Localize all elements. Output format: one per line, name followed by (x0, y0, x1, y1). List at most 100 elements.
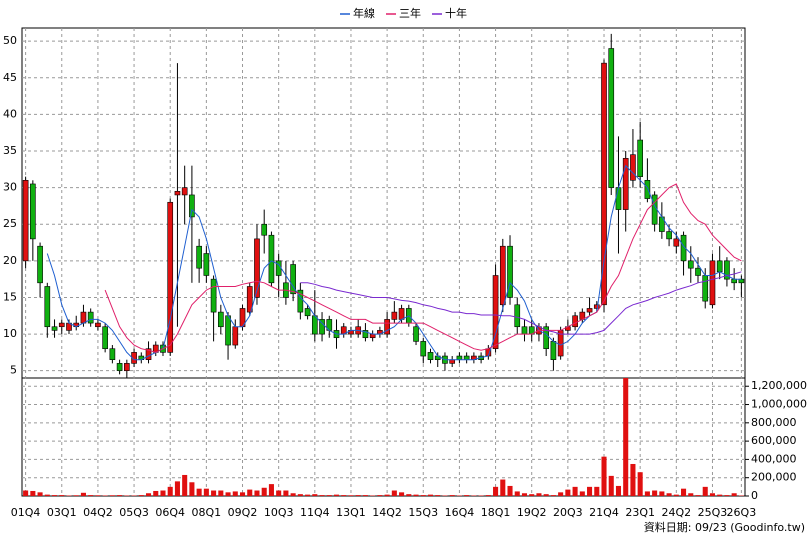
volume-bar (30, 490, 36, 496)
volume-bar (189, 482, 195, 496)
y2-tick-label: 200,000 (751, 471, 797, 484)
volume-bar (160, 490, 166, 496)
candle-body (217, 311, 224, 328)
x-tick-label: 21Q4 (589, 506, 619, 519)
volume-bar (44, 494, 50, 496)
volume-bar (427, 494, 434, 496)
volume-bar (652, 490, 658, 496)
candle-body (131, 352, 137, 364)
volume-bar (225, 492, 231, 496)
candle-body (181, 187, 188, 196)
volume-bar (493, 486, 499, 496)
volume-bar (550, 495, 556, 496)
volume-bar (218, 490, 224, 496)
candle-body (666, 231, 672, 240)
candle-body (261, 223, 268, 236)
candle-body (391, 311, 398, 320)
volume-bar (507, 485, 513, 496)
volume-bar (435, 495, 441, 496)
volume-bar (688, 493, 694, 496)
volume-bar (232, 491, 238, 496)
x-tick-label: 16Q4 (445, 506, 475, 519)
candle-body (413, 326, 419, 342)
candle-body (189, 194, 195, 218)
x-tick-label: 26Q3 (727, 506, 757, 519)
volume-bar (117, 495, 123, 496)
source-note: 資料日期: 09/23 (Goodinfo.tw) (644, 520, 805, 534)
volume-bar (261, 487, 267, 496)
y-tick-label: 30 (3, 181, 17, 194)
candle-body (297, 289, 304, 313)
candle-body (232, 326, 239, 346)
y2-tick-label: 400,000 (751, 452, 797, 465)
x-tick-label: 18Q1 (481, 506, 511, 519)
candle-body (254, 238, 260, 298)
volume-bar (290, 493, 296, 496)
volume-bar (644, 491, 650, 496)
volume-bar (109, 495, 115, 496)
volume-bar (297, 494, 303, 496)
volume-bar (80, 492, 86, 496)
ma-line (104, 183, 742, 353)
candle-body (80, 311, 87, 324)
volume-bar (709, 493, 715, 496)
candle-body (615, 187, 622, 210)
candle-body (362, 330, 369, 339)
candle-body (680, 234, 687, 262)
volume-bar (449, 495, 455, 496)
candle-body (109, 348, 116, 360)
volume-bar (420, 495, 426, 496)
candle-body (174, 190, 181, 196)
y2-tick-label: 0 (751, 489, 758, 502)
candle-body (716, 260, 723, 273)
candle-body (695, 267, 701, 276)
volume-bar (579, 491, 585, 496)
x-tick-label: 10Q3 (264, 506, 294, 519)
candle-body (687, 260, 694, 269)
volume-bar (399, 492, 405, 496)
candle-body (709, 260, 716, 306)
volume-bar (594, 486, 600, 496)
y-tick-label: 35 (3, 144, 17, 157)
candle-body (304, 308, 311, 317)
candle-body (427, 352, 434, 360)
volume-bar (52, 495, 58, 496)
candle-body (22, 180, 29, 262)
volume-bar (623, 378, 629, 496)
volume-bar (211, 490, 217, 496)
volume-bar (666, 493, 672, 496)
volume-bar (558, 492, 564, 496)
candle-body (622, 158, 629, 210)
volume-bar (565, 489, 571, 496)
candle-body (196, 245, 202, 269)
volume-bar (464, 495, 470, 496)
candle-body (492, 275, 499, 350)
legend-label: 三年 (399, 6, 421, 20)
volume-bar (59, 495, 65, 496)
volume-bar (536, 493, 542, 496)
volume-bar (659, 491, 665, 496)
candle-body (724, 260, 730, 280)
x-tick-label: 24Q2 (661, 506, 691, 519)
candle-body (203, 253, 210, 276)
volume-bar (608, 475, 614, 496)
x-tick-label: 01Q4 (11, 506, 41, 519)
volume-bar (572, 486, 578, 496)
x-tick-label: 19Q2 (517, 506, 547, 519)
candle-body (51, 326, 58, 331)
x-tick-label: 11Q4 (300, 506, 330, 519)
candle-body (369, 333, 376, 339)
volume-bar (724, 495, 730, 496)
x-tick-label: 04Q2 (83, 506, 113, 519)
candle-body (586, 308, 593, 313)
x-tick-label: 20Q3 (553, 506, 583, 519)
y-tick-label: 5 (10, 364, 17, 377)
volume-bar (145, 493, 152, 496)
volume-bar (23, 490, 29, 496)
volume-bar (268, 484, 274, 496)
candle-body (601, 62, 607, 306)
candle-body (58, 322, 65, 328)
candle-body (456, 355, 463, 360)
volume-bar (637, 472, 643, 496)
volume-bar (587, 486, 593, 496)
